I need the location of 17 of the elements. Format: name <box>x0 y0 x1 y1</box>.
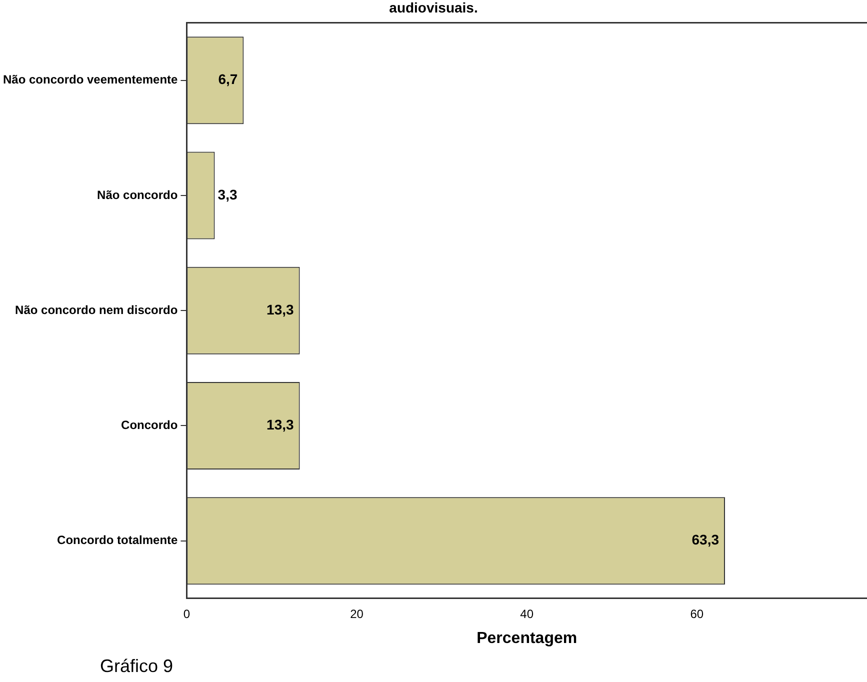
text: Gráfico 9 <box>100 656 174 676</box>
data-label: 63,3 <box>692 532 720 548</box>
x-axis-title: Percentagem <box>476 630 578 647</box>
data-label: 13,3 <box>266 416 294 433</box>
y-tick-label: Concordo <box>121 418 178 432</box>
x-tick-label: 40 <box>520 606 534 621</box>
y-tick-label: Concordo totalmente <box>57 533 178 548</box>
x-tick-label: 20 <box>350 606 364 621</box>
chart-title: audiovisuais. <box>389 0 478 16</box>
y-tick-label: Não concordo veementemente <box>2 72 178 87</box>
y-tick-label: Não concordo nem discordo <box>15 302 178 317</box>
y-tick-label: Não concordo <box>97 188 178 202</box>
data-label: 6,7 <box>218 71 238 88</box>
x-tick-label: 0 <box>183 606 190 621</box>
x-tick-label: 60 <box>690 606 704 621</box>
data-label: 3,3 <box>218 186 238 202</box>
data-label: 13,3 <box>266 301 294 318</box>
